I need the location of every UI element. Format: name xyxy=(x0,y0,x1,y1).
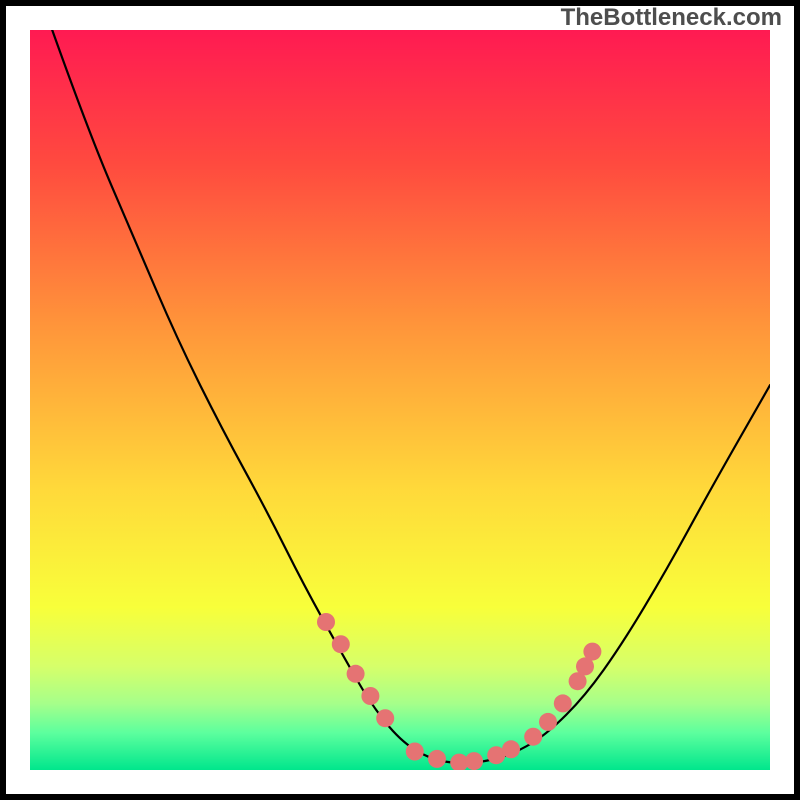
dot-left-cluster xyxy=(347,665,365,683)
dot-right-cluster xyxy=(539,713,557,731)
dot-left-cluster xyxy=(332,635,350,653)
dot-bottom-cluster xyxy=(465,752,483,770)
dot-right-cluster xyxy=(554,694,572,712)
watermark-text: TheBottleneck.com xyxy=(561,4,782,32)
gradient-background xyxy=(30,30,770,770)
chart-root: TheBottleneck.com xyxy=(0,0,800,800)
dot-left-cluster xyxy=(376,709,394,727)
dot-left-cluster xyxy=(317,613,335,631)
dot-left-cluster xyxy=(361,687,379,705)
dot-right-cluster xyxy=(524,728,542,746)
dot-bottom-cluster xyxy=(406,743,424,761)
plot-svg xyxy=(30,30,770,770)
dot-bottom-cluster xyxy=(428,750,446,768)
dot-right-cluster xyxy=(583,643,601,661)
dot-bottom-cluster xyxy=(502,740,520,758)
plot-area xyxy=(30,30,770,770)
